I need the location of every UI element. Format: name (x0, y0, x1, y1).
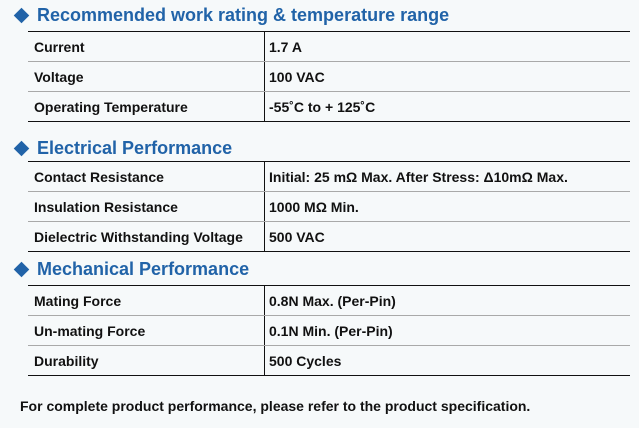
spec-value: 1.7 A (264, 31, 630, 62)
diamond-icon (13, 261, 30, 278)
table-row: Current 1.7 A (28, 31, 630, 62)
spec-label: Voltage (28, 61, 265, 92)
spec-value: 0.1N Min. (Per-Pin) (264, 315, 630, 346)
table-row: Contact Resistance Initial: 25 mΩ Max. A… (28, 161, 630, 192)
spec-value: 100 VAC (264, 61, 630, 92)
diamond-icon (13, 140, 30, 157)
spec-label: Durability (28, 345, 265, 376)
table-row: Durability 500 Cycles (28, 345, 630, 376)
table-row: Insulation Resistance 1000 MΩ Min. (28, 191, 630, 222)
section-heading-mechanical: Mechanical Performance (13, 259, 250, 280)
spec-value: 500 Cycles (264, 345, 630, 376)
section-title: Recommended work rating & temperature ra… (37, 5, 450, 25)
table-row: Un-mating Force 0.1N Min. (Per-Pin) (28, 315, 630, 346)
spec-table-work-rating: Current 1.7 A Voltage 100 VAC Operating … (28, 31, 630, 122)
section-heading-electrical: Electrical Performance (13, 138, 233, 159)
spec-label: Mating Force (28, 285, 265, 316)
spec-value: 500 VAC (264, 221, 630, 252)
spec-value: 0.8N Max. (Per-Pin) (264, 285, 630, 316)
table-row: Dielectric Withstanding Voltage 500 VAC (28, 221, 630, 252)
spec-value: -55˚C to + 125˚C (264, 91, 630, 122)
table-row: Mating Force 0.8N Max. (Per-Pin) (28, 285, 630, 316)
section-title: Electrical Performance (37, 138, 233, 158)
table-row: Operating Temperature -55˚C to + 125˚C (28, 91, 630, 122)
diamond-icon (13, 7, 30, 24)
spec-value: Initial: 25 mΩ Max. After Stress: Δ10mΩ … (264, 161, 630, 192)
spec-label: Insulation Resistance (28, 191, 265, 222)
spec-value: 1000 MΩ Min. (264, 191, 630, 222)
spec-table-electrical: Contact Resistance Initial: 25 mΩ Max. A… (28, 161, 630, 252)
spec-label: Dielectric Withstanding Voltage (28, 221, 265, 252)
spec-table-mechanical: Mating Force 0.8N Max. (Per-Pin) Un-mati… (28, 285, 630, 376)
table-row: Voltage 100 VAC (28, 61, 630, 92)
spec-label: Contact Resistance (28, 161, 265, 192)
spec-label: Current (28, 31, 265, 62)
section-title: Mechanical Performance (37, 259, 250, 279)
section-heading-work-rating: Recommended work rating & temperature ra… (13, 5, 450, 26)
spec-label: Operating Temperature (28, 91, 265, 122)
spec-label: Un-mating Force (28, 315, 265, 346)
footnote: For complete product performance, please… (20, 398, 531, 414)
